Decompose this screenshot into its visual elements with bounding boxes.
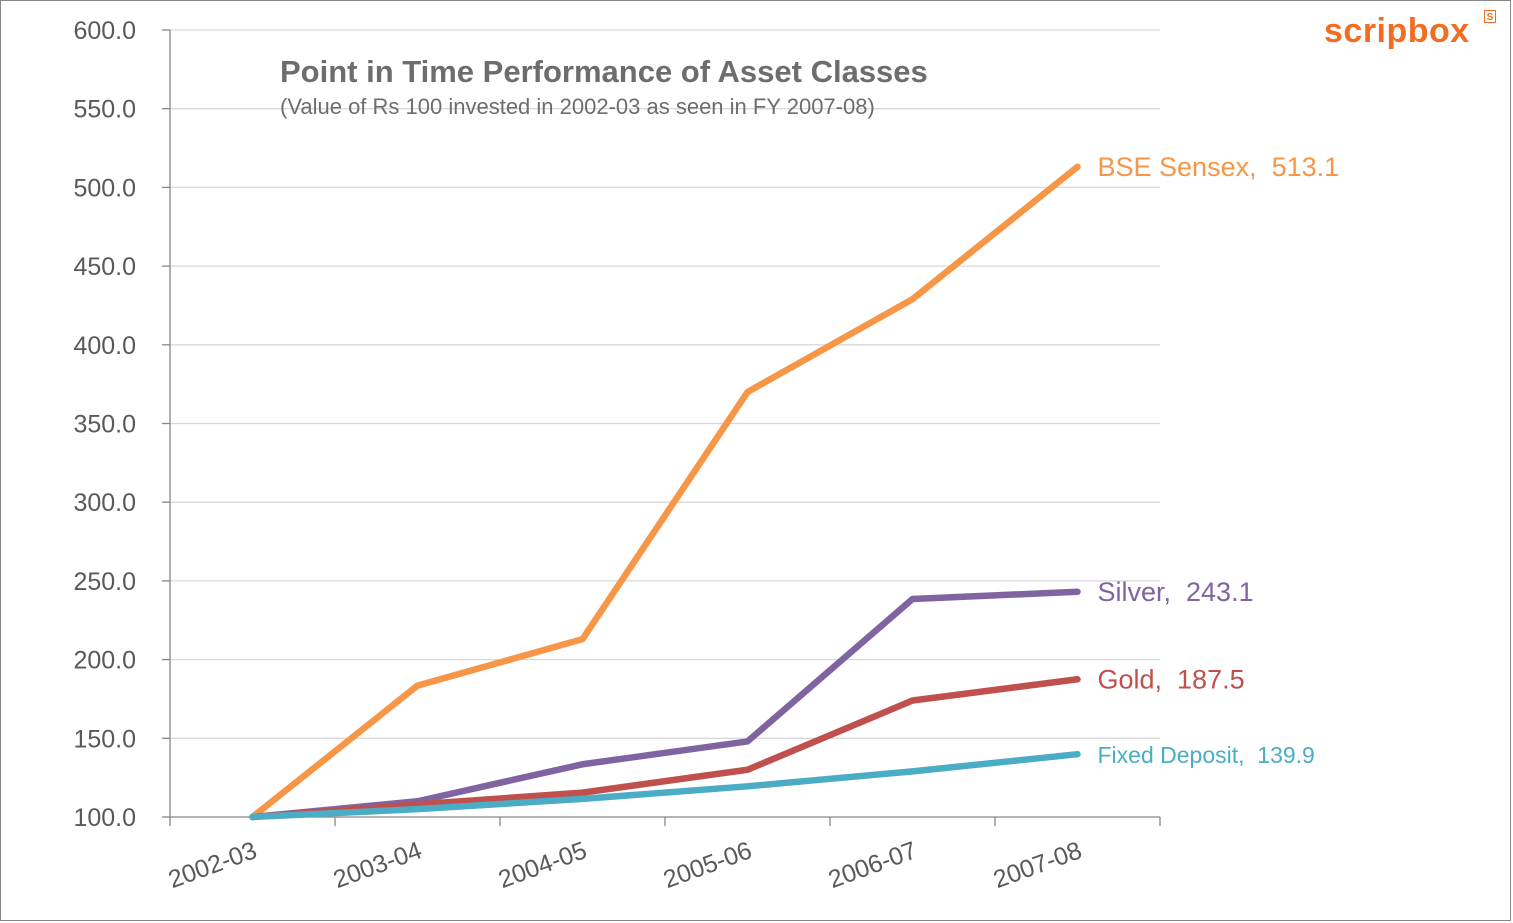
y-tick-label: 150.0 [73, 725, 136, 753]
series-line-bse-sensex [249, 163, 1081, 821]
y-tick-label: 400.0 [73, 332, 136, 360]
y-tick-label: 350.0 [73, 411, 136, 439]
series-line-fixed-deposit [249, 750, 1081, 821]
y-tick-label: 500.0 [73, 174, 136, 202]
gridlines [170, 29, 1160, 739]
series-end-labels: BSE Sensex, 513.1 Silver, 243.1 Gold, 187.… [1098, 152, 1340, 768]
x-tick-label: 2006-07 [825, 836, 921, 894]
series-end-label: BSE Sensex, 513.1 [1098, 152, 1340, 182]
y-tick-label: 550.0 [73, 96, 136, 124]
series-end-label: Silver, 243.1 [1098, 577, 1254, 607]
chart-title: Point in Time Performance of Asset Class… [280, 54, 928, 89]
y-tick-label: 450.0 [73, 253, 136, 281]
series-end-label: Fixed Deposit, 139.9 [1098, 742, 1315, 768]
x-tick-label: 2007-08 [990, 836, 1086, 894]
y-tick-label: 200.0 [73, 647, 136, 675]
logo-badge-icon: S [1484, 10, 1496, 23]
y-tick-label: 100.0 [73, 804, 136, 832]
series-lines [249, 163, 1081, 821]
chart-subtitle: (Value of Rs 100 invested in 2002-03 as … [280, 94, 875, 119]
x-tick-label: 2004-05 [495, 836, 591, 894]
series-line-gold [249, 676, 1081, 821]
scripbox-logo: scripbox [1324, 12, 1470, 50]
y-tick-label: 600.0 [73, 17, 136, 45]
x-tick-label: 2002-03 [165, 836, 261, 894]
x-tick-label: 2003-04 [330, 836, 426, 894]
x-tick-label: 2005-06 [660, 836, 756, 894]
y-tick-label: 250.0 [73, 568, 136, 596]
y-tick-label: 300.0 [73, 489, 136, 517]
series-end-label: Gold, 187.5 [1098, 664, 1245, 694]
